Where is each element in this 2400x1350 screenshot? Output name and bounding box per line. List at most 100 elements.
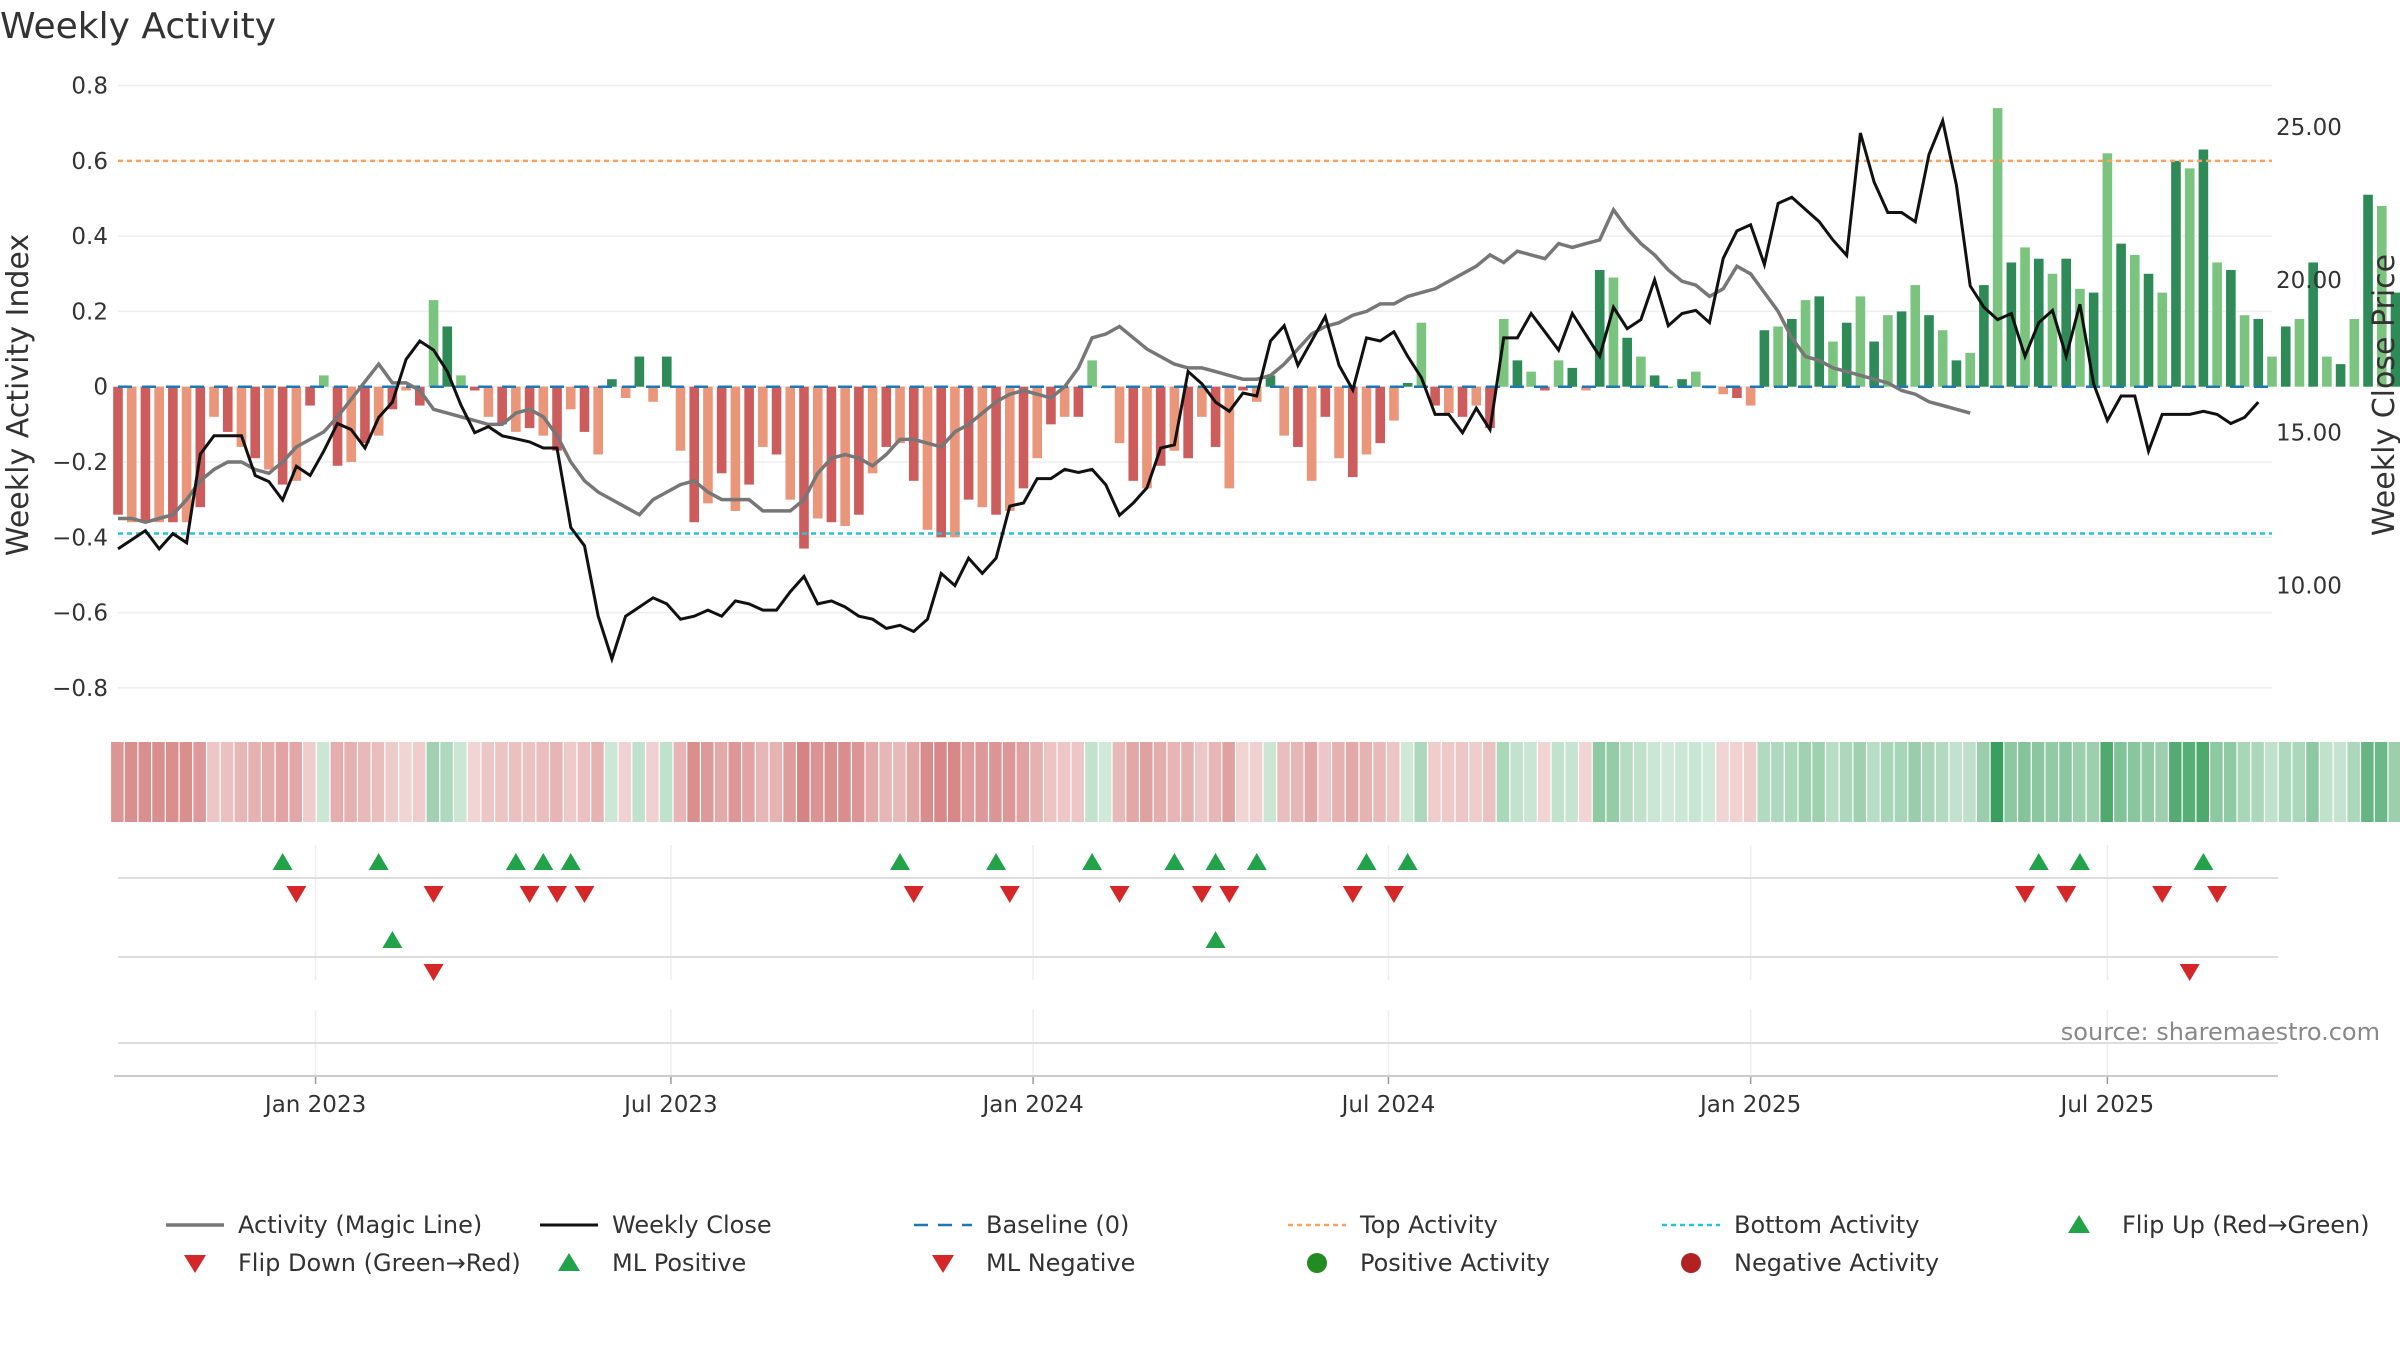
activity-bar bbox=[2157, 292, 2168, 387]
strip-cell bbox=[1345, 742, 1359, 822]
strip-cell bbox=[824, 742, 837, 822]
activity-bar bbox=[977, 386, 988, 508]
strip-cell bbox=[2223, 742, 2237, 822]
activity-bar bbox=[1375, 386, 1386, 444]
activity-bar bbox=[840, 386, 850, 526]
activity-bar bbox=[2294, 318, 2305, 387]
strip-cell bbox=[1853, 742, 1866, 822]
strip-cell bbox=[1716, 742, 1729, 822]
strip-cell bbox=[1647, 742, 1661, 822]
activity-bar bbox=[1114, 386, 1125, 444]
left-tick-label: 0.2 bbox=[71, 299, 108, 325]
x-tick-label: Jul 2023 bbox=[622, 1092, 718, 1118]
strip-cell bbox=[2210, 742, 2223, 822]
ml-positive-marker bbox=[382, 931, 403, 948]
activity-bar bbox=[140, 386, 151, 523]
strip-cell bbox=[1126, 742, 1139, 822]
activity-bar bbox=[812, 386, 823, 519]
legend-label: Negative Activity bbox=[1734, 1249, 1939, 1277]
strip-cell bbox=[2347, 742, 2360, 822]
activity-bar bbox=[2335, 364, 2346, 387]
flip-down-marker bbox=[574, 886, 595, 903]
strip-cell bbox=[1249, 742, 1263, 822]
strip-cell bbox=[1826, 742, 1839, 822]
strip-cell bbox=[1098, 742, 1112, 822]
activity-bar bbox=[428, 300, 439, 387]
activity-bar bbox=[2198, 149, 2209, 387]
strip-cell bbox=[550, 742, 563, 822]
left-axis-label: Weekly Activity Index bbox=[1, 234, 36, 556]
strip-cell bbox=[810, 742, 824, 822]
activity-bar bbox=[1663, 386, 1674, 389]
strip-cell bbox=[1880, 742, 1894, 822]
strip-cell bbox=[1743, 742, 1757, 822]
strip-cell bbox=[2306, 742, 2319, 822]
strip-cell bbox=[1044, 742, 1057, 822]
strip-cell bbox=[2155, 742, 2168, 822]
activity-bar bbox=[771, 386, 782, 455]
left-tick-label: −0.4 bbox=[52, 525, 108, 551]
strip-cell bbox=[1057, 742, 1071, 822]
strip-cell bbox=[385, 742, 398, 822]
activity-bar bbox=[1910, 285, 1921, 387]
strip-cell bbox=[2196, 742, 2209, 822]
activity-bar bbox=[1540, 386, 1550, 391]
flip-down-marker bbox=[2207, 886, 2228, 903]
right-tick-label: 20.00 bbox=[2276, 268, 2342, 294]
legend-symbol bbox=[184, 1255, 206, 1273]
activity-bar bbox=[593, 386, 603, 455]
activity-bar bbox=[305, 386, 315, 406]
strip-cell bbox=[2333, 742, 2347, 822]
activity-bar bbox=[1869, 341, 1879, 387]
strip-cell bbox=[1016, 742, 1030, 822]
strip-cell bbox=[179, 742, 193, 822]
strip-cell bbox=[906, 742, 920, 822]
strip-cell bbox=[1688, 742, 1702, 822]
strip-cell bbox=[1455, 742, 1469, 822]
strip-cell bbox=[2141, 742, 2155, 822]
strip-cell bbox=[2086, 742, 2100, 822]
strip-cell bbox=[1085, 742, 1098, 822]
strip-cell bbox=[1263, 742, 1277, 822]
strip-cell bbox=[728, 742, 741, 822]
right-tick-label: 10.00 bbox=[2276, 574, 2342, 600]
strip-cell bbox=[755, 742, 769, 822]
strip-cell bbox=[2169, 742, 2182, 822]
activity-bar bbox=[1197, 386, 1207, 417]
activity-bar bbox=[511, 386, 521, 432]
activity-bar bbox=[483, 386, 494, 417]
activity-bar bbox=[154, 386, 164, 523]
strip-cell bbox=[1949, 742, 1963, 822]
activity-bar bbox=[2322, 356, 2332, 387]
activity-bar bbox=[2143, 273, 2154, 387]
activity-bar bbox=[826, 386, 837, 523]
activity-bar bbox=[264, 386, 274, 470]
activity-bar bbox=[1334, 386, 1344, 459]
activity-bar bbox=[936, 386, 946, 538]
strip-cell bbox=[234, 742, 248, 822]
activity-bar bbox=[579, 386, 590, 432]
strip-cell bbox=[2182, 742, 2196, 822]
strip-cell bbox=[1441, 742, 1455, 822]
strip-cell bbox=[1839, 742, 1853, 822]
strip-cell bbox=[2292, 742, 2306, 822]
activity-bar bbox=[1841, 322, 1852, 387]
activity-bar bbox=[1347, 386, 1358, 478]
strip-cell bbox=[1140, 742, 1153, 822]
legend-symbol bbox=[558, 1253, 580, 1271]
activity-bar bbox=[1526, 371, 1536, 387]
activity-bar bbox=[126, 386, 137, 523]
strip-cell bbox=[2319, 742, 2333, 822]
activity-bar bbox=[1224, 386, 1235, 489]
strip-cell bbox=[975, 742, 988, 822]
activity-bar bbox=[1389, 386, 1399, 421]
activity-bar bbox=[1059, 386, 1070, 417]
activity-bar bbox=[1444, 386, 1454, 414]
activity-bar bbox=[2280, 326, 2291, 387]
axes: 0.8 0.6 0.4 0.2 0 −0.2 −0.4 −0.6 −0.8 25.00 20.00 1… bbox=[52, 74, 2342, 1118]
strip-cell bbox=[1318, 742, 1331, 822]
activity-bar bbox=[1142, 386, 1152, 489]
activity-bar bbox=[2184, 168, 2195, 387]
ml-negative-marker bbox=[2179, 964, 2200, 981]
activity-bar bbox=[497, 386, 507, 425]
